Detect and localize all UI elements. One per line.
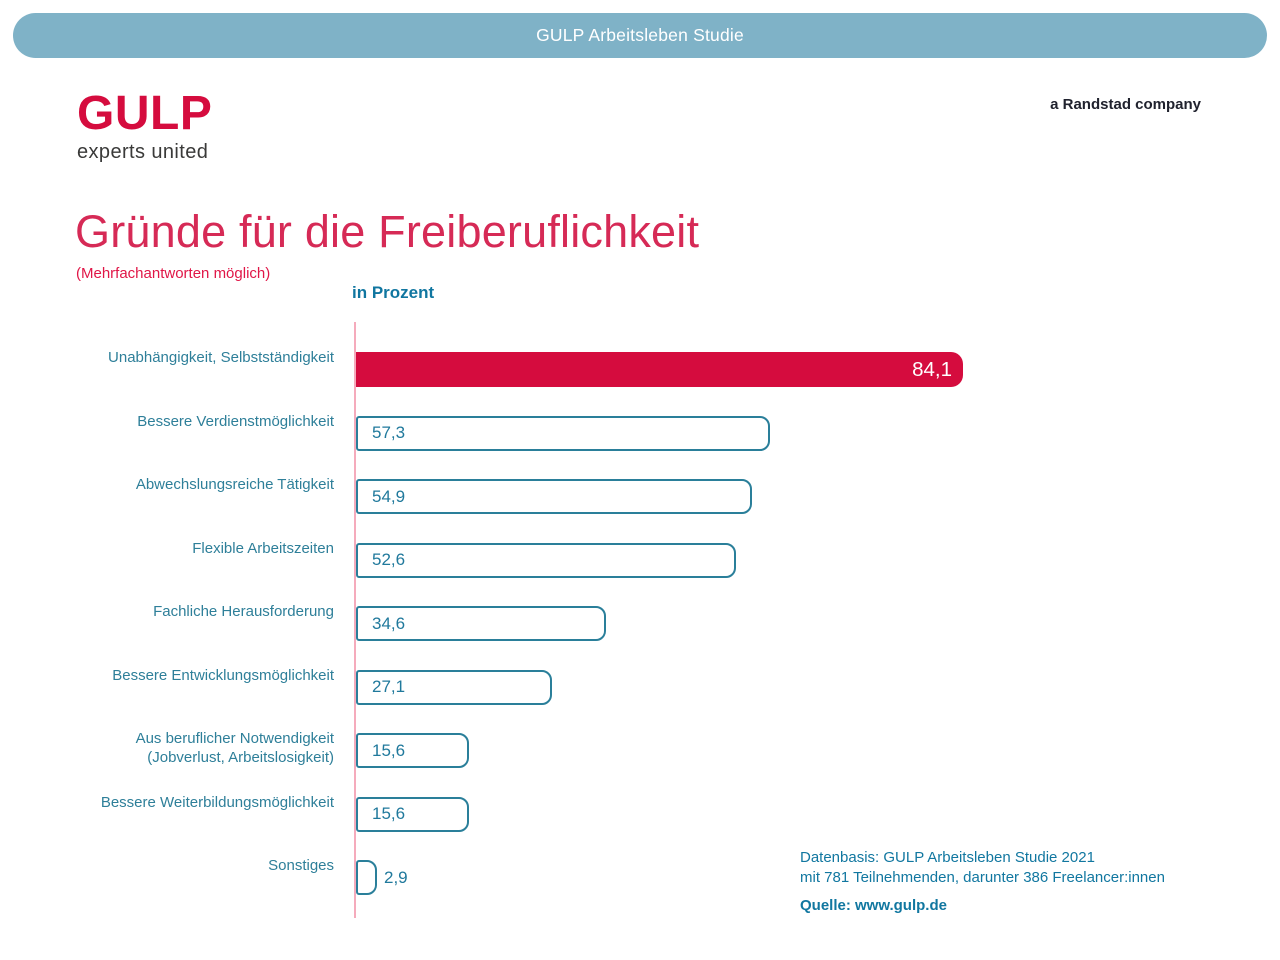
bar-area: 34,6 — [356, 606, 613, 641]
gulp-logo-wordmark: GULP — [77, 87, 213, 140]
bar: 34,6 — [356, 606, 606, 641]
category-label: Aus beruflicher Notwendigkeit (Jobverlus… — [135, 730, 334, 766]
page-subtitle: (Mehrfachantworten möglich) — [76, 265, 271, 282]
chart-row: Fachliche Herausforderung 34,6 — [58, 603, 970, 641]
bar-value-inside: 27,1 — [372, 677, 406, 696]
top-banner: GULP Arbeitsleben Studie — [13, 13, 1267, 58]
gulp-logo-tagline: experts united — [77, 141, 209, 163]
bar — [356, 860, 377, 895]
category-label: Bessere Entwicklungsmöglichkeit — [112, 666, 334, 684]
category-label: Abwechslungsreiche Tätigkeit — [135, 476, 334, 493]
chart-axis-line — [354, 322, 356, 918]
source-note: Datenbasis: GULP Arbeitsleben Studie 202… — [800, 848, 1165, 916]
category-label: Bessere Weiterbildungsmöglichkeit — [100, 793, 334, 811]
source-line-2: mit 781 Teilnehmenden, darunter 386 Free… — [800, 869, 1165, 886]
bar-value-inside: 15,6 — [372, 804, 406, 823]
bar-chart: Unabhängigkeit, Selbstständigkeit 84,1 B… — [58, 322, 1223, 922]
bar-area: 27,1 — [356, 669, 559, 705]
bar: 15,6 — [356, 796, 469, 832]
chart-row: Flexible Arbeitszeiten 52,6 — [58, 539, 970, 578]
bar-value-outside: 2,9 — [384, 867, 408, 887]
bar-value-inside: 57,3 — [372, 423, 406, 442]
category-label: Bessere Verdienstmöglichkeit — [137, 412, 334, 430]
chart-row: Aus beruflicher Notwendigkeit (Jobverlus… — [58, 730, 970, 768]
bar-value-inside: 54,9 — [372, 486, 406, 506]
bar: 57,3 — [356, 415, 770, 451]
chart-row: Abwechslungsreiche Tätigkeit 54,9 — [58, 476, 970, 514]
chart-row: Bessere Weiterbildungsmöglichkeit 15,6 — [58, 793, 970, 832]
randstad-company-label: a Randstad company — [1050, 96, 1201, 113]
chart-row: Bessere Entwicklungsmöglichkeit 27,1 — [58, 666, 970, 705]
gulp-logo: GULP experts united — [77, 90, 212, 164]
bar-area: 15,6 — [356, 796, 476, 832]
chart-row: Bessere Verdienstmöglichkeit 57,3 — [58, 412, 970, 451]
banner-title: GULP Arbeitsleben Studie — [536, 25, 744, 45]
category-label: Fachliche Herausforderung — [153, 603, 334, 620]
page-title: Gründe für die Freiberuflichkeit — [75, 206, 700, 257]
bar-value-inside: 15,6 — [372, 740, 406, 760]
bar-value-inside: 34,6 — [372, 613, 406, 633]
category-label: Sonstiges — [268, 857, 334, 874]
bar-area: 15,6 — [356, 733, 476, 768]
bar-area: 52,6 — [356, 542, 743, 578]
bar: 52,6 — [356, 542, 736, 578]
bar: 27,1 — [356, 669, 552, 705]
category-label: Unabhängigkeit, Selbstständigkeit — [108, 349, 334, 366]
chart-row: Sonstiges 2,9 — [58, 857, 970, 895]
bar-area: 2,9 — [356, 860, 408, 895]
chart-row: Unabhängigkeit, Selbstständigkeit 84,1 — [58, 349, 970, 387]
bar: 84,1 — [356, 352, 963, 387]
bar-area: 84,1 — [356, 352, 970, 387]
axis-unit-label: in Prozent — [352, 283, 435, 302]
bar: 54,9 — [356, 479, 752, 514]
bar-value-inside: 84,1 — [912, 357, 952, 381]
bar-area: 54,9 — [356, 479, 759, 514]
category-label: Flexible Arbeitszeiten — [192, 539, 334, 557]
chart-rows: Unabhängigkeit, Selbstständigkeit 84,1 B… — [58, 349, 970, 924]
source-url: Quelle: www.gulp.de — [800, 897, 947, 914]
bar-value-inside: 52,6 — [372, 550, 406, 569]
bar: 15,6 — [356, 733, 469, 768]
bar-area: 57,3 — [356, 415, 777, 451]
source-line-1: Datenbasis: GULP Arbeitsleben Studie 202… — [800, 849, 1095, 866]
